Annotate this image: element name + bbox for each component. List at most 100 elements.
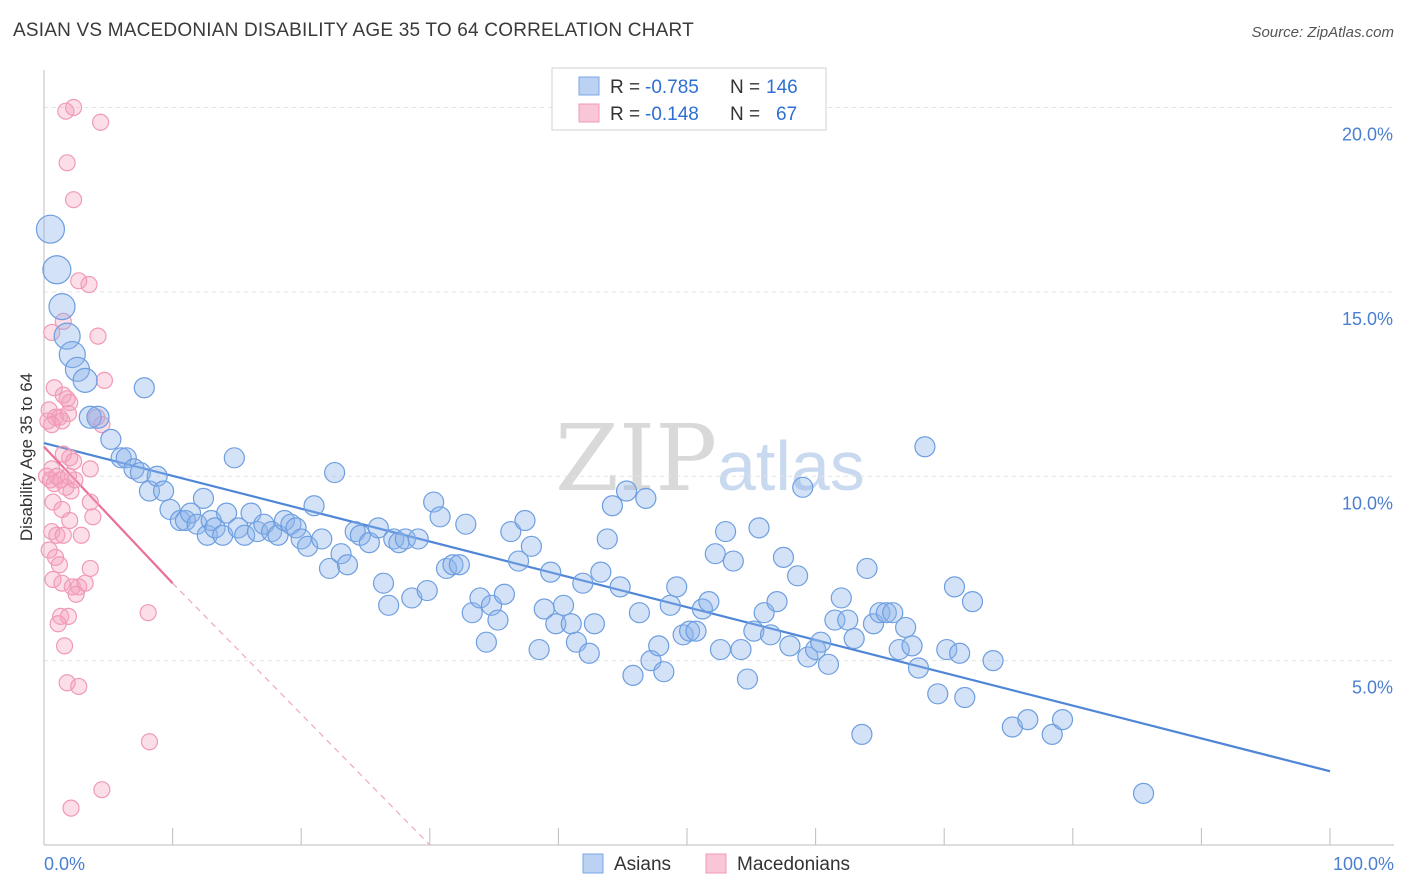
asians-point bbox=[628, 602, 651, 624]
asians-point bbox=[927, 683, 949, 705]
watermark: ZIP atlas bbox=[555, 405, 865, 512]
asians-point bbox=[615, 480, 638, 502]
asians-point bbox=[648, 635, 670, 657]
legend-r-value-macedonians: -0.148 bbox=[645, 104, 699, 125]
asians-point bbox=[901, 635, 923, 657]
y-tick-label: 15.0% bbox=[1342, 309, 1393, 329]
trend-lines bbox=[43, 441, 1331, 846]
macedonians-point bbox=[62, 799, 80, 817]
asians-point bbox=[253, 513, 275, 535]
bottom-legend-label-macedonians: Macedonians bbox=[737, 854, 850, 875]
macedonians-point bbox=[64, 452, 83, 471]
bottom-legend: Asians Macedonians bbox=[582, 853, 850, 875]
asians-point bbox=[678, 620, 701, 642]
asians-point bbox=[58, 340, 86, 369]
watermark-atlas: atlas bbox=[717, 427, 865, 505]
asians-point bbox=[578, 642, 600, 664]
asians-point bbox=[779, 635, 801, 657]
macedonians-point bbox=[140, 733, 159, 751]
legend: R = -0.785 N = 146 R = -0.148 N = 67 bbox=[551, 67, 827, 131]
bottom-legend-swatch-macedonians bbox=[705, 853, 727, 874]
asians-point bbox=[590, 561, 612, 583]
y-axis-title: Disability Age 35 to 64 bbox=[17, 373, 36, 541]
asians-point bbox=[204, 517, 226, 539]
asians-point bbox=[48, 293, 76, 321]
asians-point bbox=[698, 591, 720, 613]
macedonians-point bbox=[59, 467, 78, 485]
asians-point bbox=[714, 520, 737, 543]
asians-point bbox=[730, 638, 752, 661]
macedonians-point bbox=[62, 482, 80, 500]
asians-point bbox=[223, 447, 245, 469]
asians-point bbox=[180, 502, 202, 524]
asians-point bbox=[493, 583, 515, 605]
legend-n-value-macedonians: 67 bbox=[776, 104, 797, 125]
asians-point bbox=[743, 620, 765, 642]
y-tick-label: 10.0% bbox=[1342, 493, 1393, 513]
macedonians-point bbox=[95, 371, 114, 389]
asians-point bbox=[216, 502, 238, 524]
asians-point bbox=[748, 517, 770, 539]
macedonians-trend-line bbox=[43, 445, 174, 584]
legend-r-value-asians: -0.785 bbox=[645, 77, 699, 98]
asians-point bbox=[78, 405, 102, 429]
bottom-legend-swatch-asians bbox=[582, 853, 604, 874]
legend-n-label-asians: N = bbox=[730, 77, 760, 98]
asians-point bbox=[851, 723, 873, 745]
asians-point bbox=[133, 377, 155, 399]
asians-point bbox=[1132, 782, 1155, 804]
legend-n-label-macedonians: N = bbox=[730, 104, 760, 125]
macedonians-point bbox=[67, 585, 85, 603]
asians-point bbox=[888, 638, 910, 661]
macedonians-point bbox=[93, 781, 111, 799]
asians-point bbox=[500, 520, 522, 543]
asians-point bbox=[234, 524, 256, 546]
asians-point bbox=[367, 517, 389, 539]
asians-point bbox=[685, 620, 707, 642]
asians-point bbox=[115, 447, 137, 469]
macedonians-point bbox=[55, 637, 74, 655]
asians-point bbox=[907, 657, 930, 679]
asians-point bbox=[672, 624, 694, 646]
macedonians-point bbox=[72, 526, 90, 544]
macedonians-point bbox=[80, 275, 98, 294]
asians-point bbox=[100, 428, 122, 450]
macedonians-point bbox=[81, 493, 99, 511]
macedonians-point bbox=[70, 272, 88, 290]
macedonians-point bbox=[64, 98, 83, 117]
legend-swatch-asians bbox=[578, 76, 600, 96]
asians-point bbox=[416, 579, 438, 602]
asians-point bbox=[1051, 709, 1074, 731]
asians-point bbox=[540, 561, 562, 583]
asians-point bbox=[401, 587, 423, 609]
asians-point bbox=[169, 509, 191, 532]
asians-point bbox=[552, 594, 575, 616]
y-tick-labels: 5.0% 10.0% 15.0% 20.0% bbox=[1342, 125, 1393, 698]
asians-point bbox=[469, 587, 491, 609]
asians-point bbox=[507, 550, 530, 572]
asians-point bbox=[709, 638, 732, 661]
source-label: Source: ZipAtlas.com bbox=[1251, 24, 1394, 41]
asians-point bbox=[949, 642, 971, 664]
asians-point bbox=[311, 528, 333, 550]
macedonians-point bbox=[81, 559, 99, 578]
macedonians-point bbox=[50, 556, 69, 574]
y-tick-label: 20.0% bbox=[1342, 125, 1393, 145]
chart-title: ASIAN VS MACEDONIAN DISABILITY AGE 35 TO… bbox=[13, 20, 694, 41]
asians-point bbox=[372, 572, 395, 594]
asians-point bbox=[152, 480, 175, 502]
asians-point bbox=[407, 528, 429, 550]
macedonians-point bbox=[54, 526, 72, 544]
asians-point bbox=[487, 609, 509, 631]
asians-point bbox=[273, 509, 296, 532]
asians-point bbox=[954, 686, 976, 709]
asians-point bbox=[448, 554, 470, 576]
x-ticks bbox=[172, 828, 1331, 845]
asians-point bbox=[722, 550, 744, 572]
macedonians-point bbox=[91, 113, 110, 131]
asians-point bbox=[622, 664, 644, 686]
macedonians-point bbox=[70, 677, 88, 696]
asians-point bbox=[982, 650, 1004, 672]
asians-point bbox=[666, 576, 688, 598]
asians-point bbox=[560, 613, 582, 635]
